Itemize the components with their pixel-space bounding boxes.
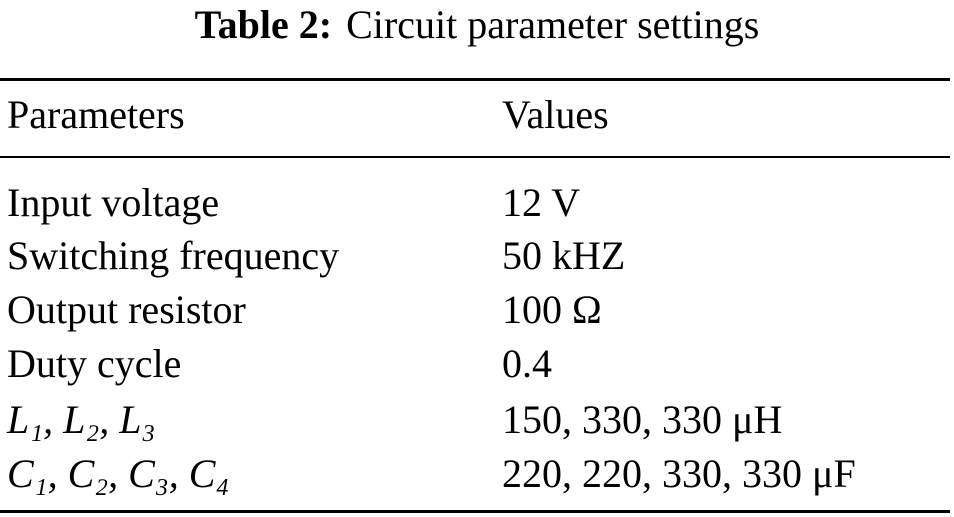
parameter-cell: Output resistor	[7, 287, 246, 332]
value-cell: 50 kHZ	[502, 233, 626, 278]
parameter-cell: Duty cycle	[7, 341, 182, 386]
value-cell: 0.4	[502, 341, 552, 386]
parameter-cell: Switching frequency	[7, 233, 340, 278]
caption-label: Table 2:	[194, 2, 333, 47]
header-cell: Parameters	[7, 92, 185, 137]
caption-text: Circuit parameter settings	[346, 2, 760, 47]
bottom-rule	[0, 510, 950, 513]
parameter-cell: Input voltage	[7, 180, 220, 225]
value-cell: 100 Ω	[502, 287, 602, 332]
value-cell: 150, 330, 330 μH	[502, 397, 783, 442]
table-caption: Table 2: Circuit parameter settings	[0, 0, 954, 50]
header-rule	[0, 156, 950, 158]
value-cell: 12 V	[502, 180, 581, 225]
parameter-cell: L₁, L₂, L₃	[7, 397, 156, 442]
parameter-cell: C₁, C₂, C₃, C₄	[7, 451, 230, 496]
header-cell: Values	[502, 92, 609, 137]
top-rule	[0, 78, 950, 81]
value-cell: 220, 220, 330, 330 μF	[502, 451, 856, 496]
